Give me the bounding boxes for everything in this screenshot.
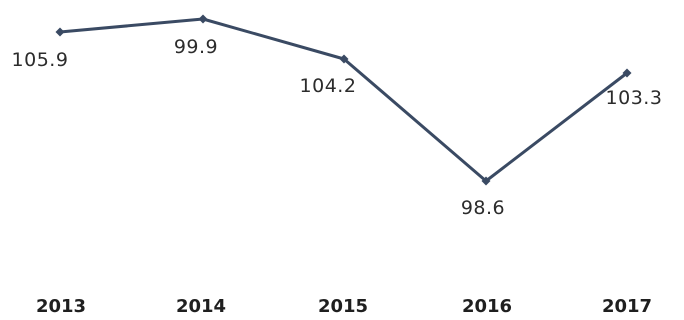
data-point-2017 xyxy=(622,68,632,78)
data-point-2014 xyxy=(198,14,208,24)
series-layer xyxy=(55,14,632,186)
x-tick-label-2015: 2015 xyxy=(318,296,368,317)
data-label-2016: 98.6 xyxy=(461,197,505,219)
data-point-2016 xyxy=(481,176,491,186)
x-tick-label-2017: 2017 xyxy=(602,296,652,317)
data-label-2014: 99.9 xyxy=(174,36,218,58)
x-tick-label-2013: 2013 xyxy=(36,296,86,317)
x-axis-ticks: 2013 2014 2015 2016 2017 xyxy=(36,296,652,317)
series-line xyxy=(59,17,628,183)
data-point-2013 xyxy=(55,27,65,37)
data-label-2017: 103.3 xyxy=(606,87,663,109)
data-label-2013: 105.9 xyxy=(12,49,69,71)
x-tick-label-2014: 2014 xyxy=(176,296,226,317)
data-label-2015: 104.2 xyxy=(300,75,357,97)
data-label-layer: 105.9 99.9 104.2 98.6 103.3 xyxy=(12,36,663,219)
x-tick-label-2016: 2016 xyxy=(462,296,512,317)
data-point-2015 xyxy=(339,54,349,64)
